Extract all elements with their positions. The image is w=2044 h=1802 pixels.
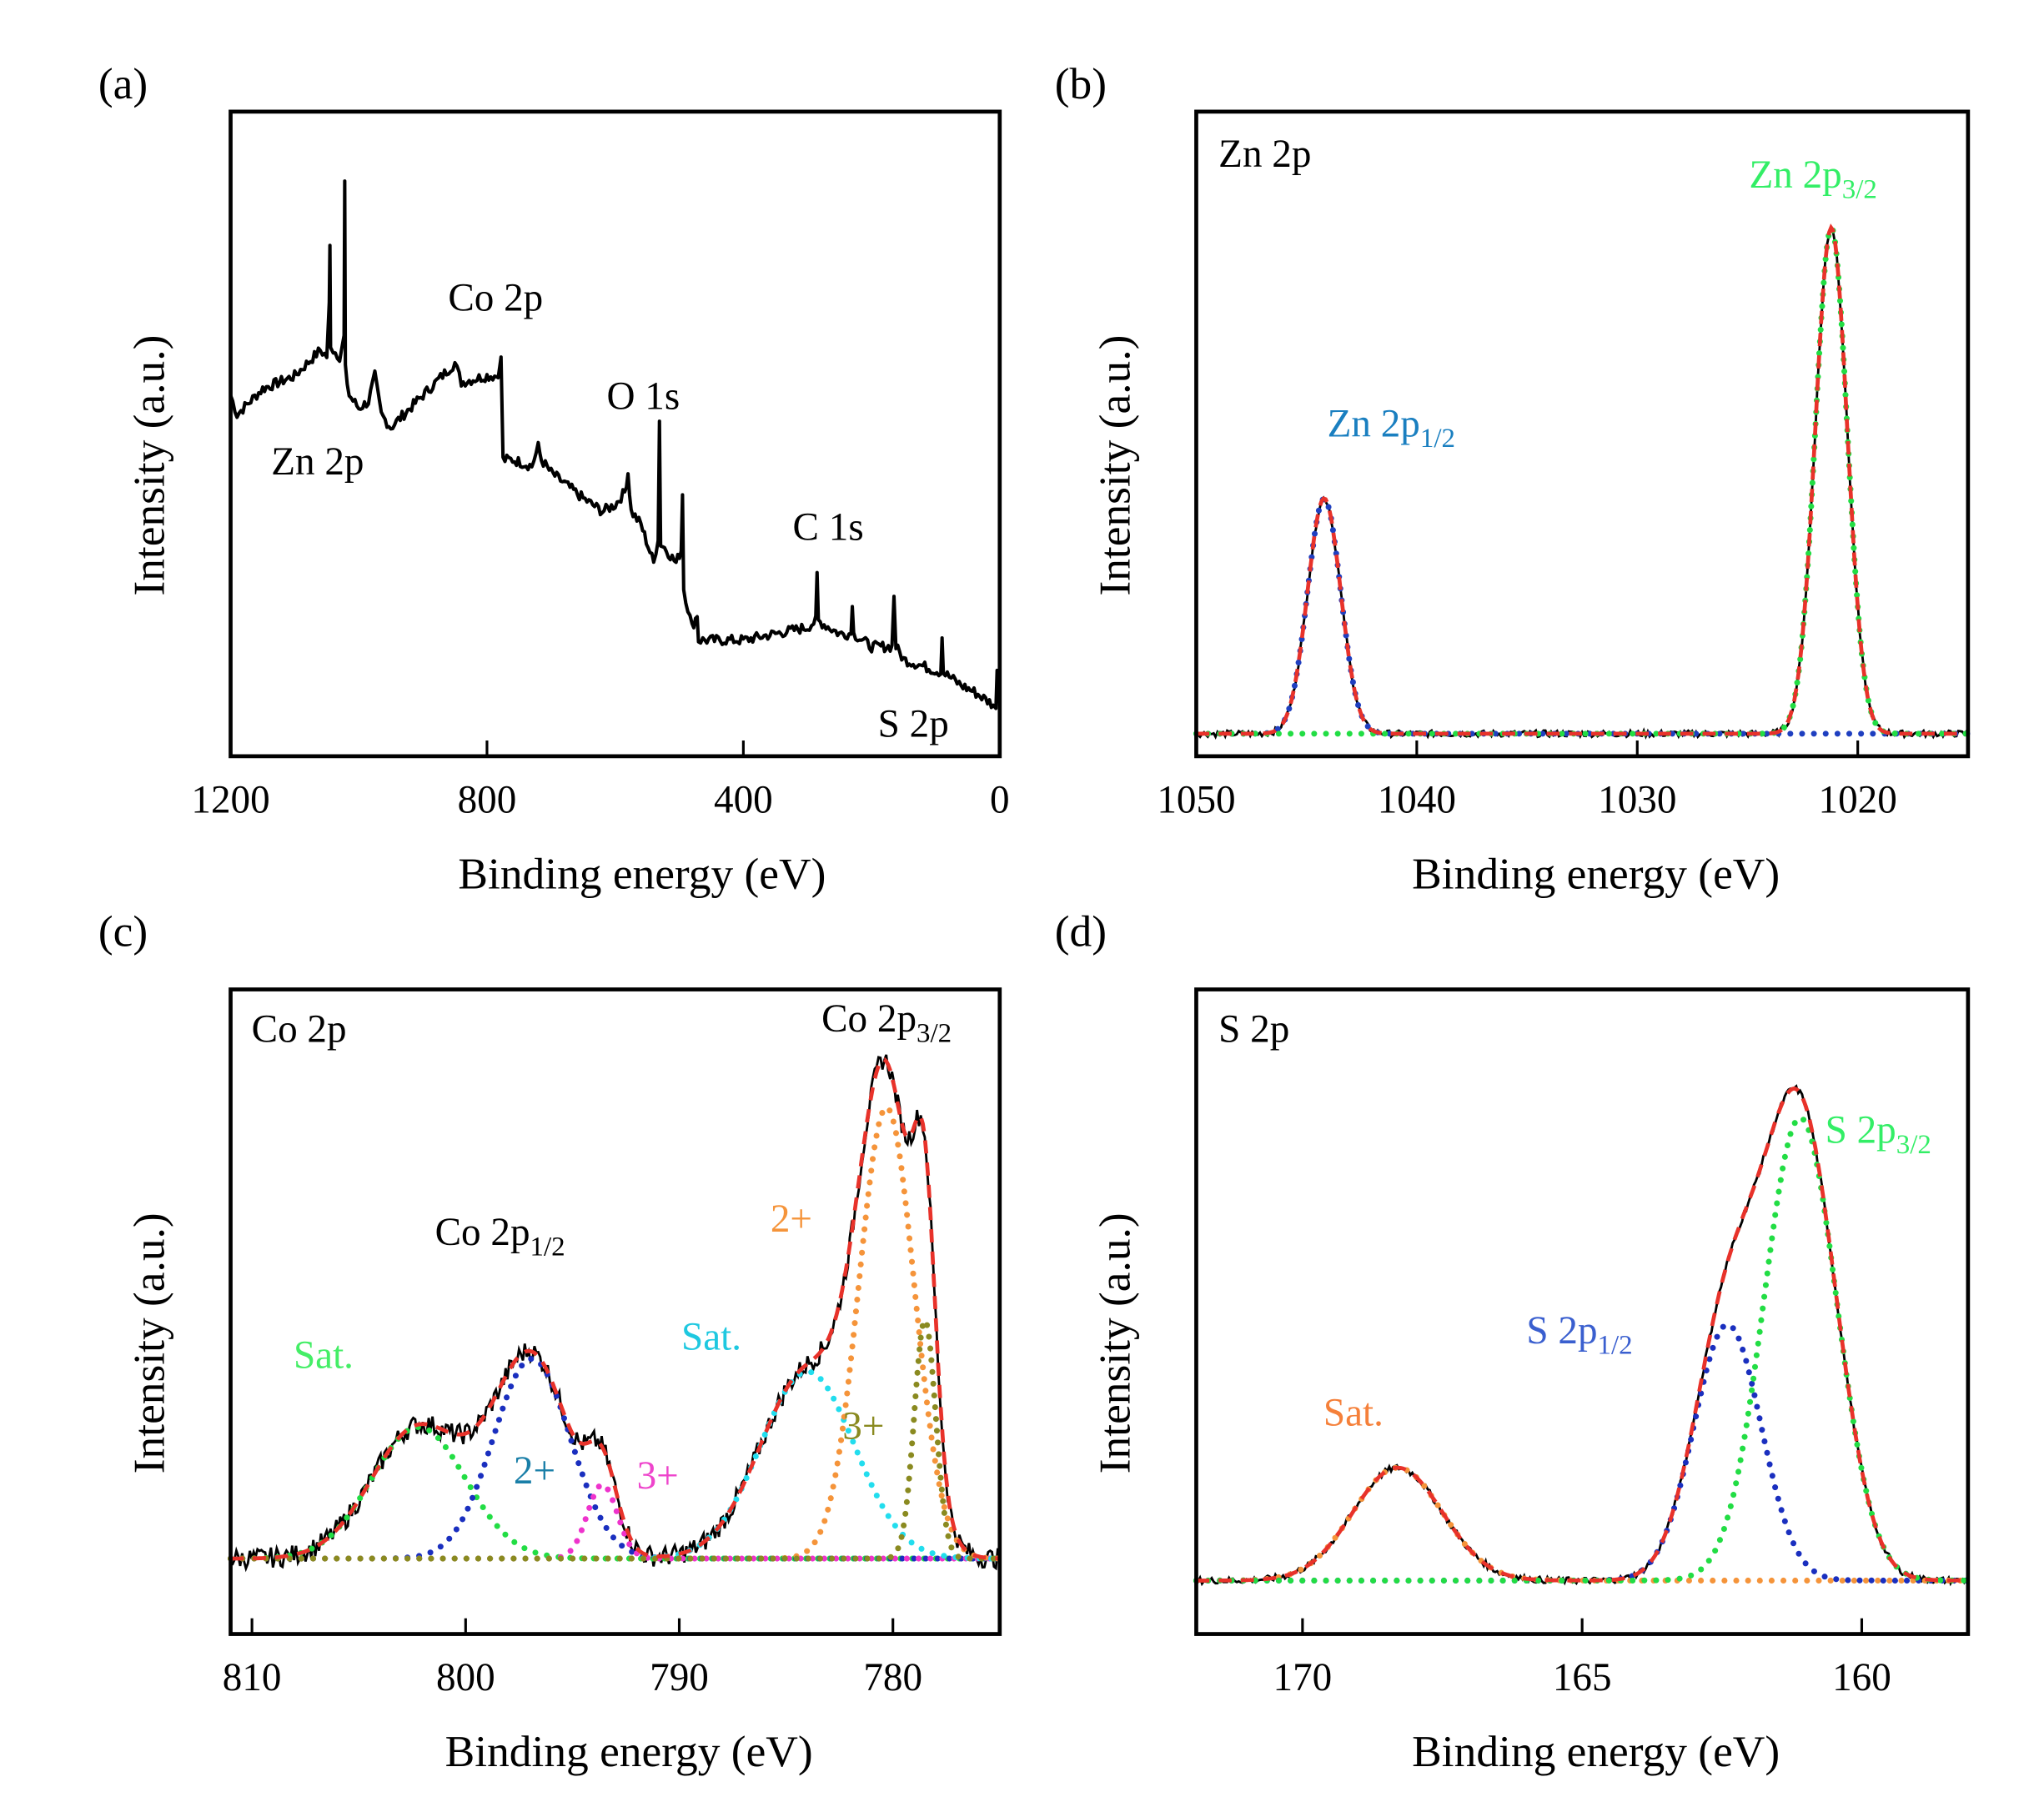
- label-co-2plus-12: 2+: [514, 1449, 555, 1493]
- x-tick-label: 0: [990, 778, 1010, 821]
- label-co-2plus-32: 2+: [771, 1197, 812, 1241]
- x-tick-label: 1020: [1819, 778, 1897, 821]
- panel-b-title: Zn 2p: [1218, 133, 1311, 176]
- component-s-2p3-2: [1193, 1114, 1971, 1584]
- label-s-sat: Sat.: [1323, 1392, 1384, 1435]
- panel-c-ylabel: Intensity (a.u.): [123, 1212, 173, 1473]
- panel-c-xlabel: Binding energy (eV): [445, 1726, 813, 1776]
- label-s2p12: S 2p1/2: [1526, 1309, 1632, 1361]
- label-co-sat-12: Sat.: [294, 1334, 354, 1378]
- component-sat-2p3-2-: [227, 1368, 1003, 1562]
- panel-d-title: S 2p: [1218, 1007, 1289, 1051]
- panel-b-ylabel: Intensity (a.u.): [1089, 335, 1139, 596]
- x-tick-label: 1050: [1157, 778, 1235, 821]
- annot-zn2p: Zn 2p: [271, 440, 364, 484]
- fitted-envelope: [1196, 223, 1968, 736]
- x-tick-label: 1200: [191, 778, 269, 821]
- panel-c: 810 800 790 780: [223, 987, 1003, 1699]
- plot-frame: [229, 987, 1002, 1636]
- measured-spectrum: [1196, 227, 1969, 740]
- plot-frame: [1194, 987, 1971, 1636]
- component-3-2p3-2-: [227, 1313, 1003, 1562]
- label-zn2p32: Zn 2p3/2: [1749, 153, 1876, 205]
- panel-b: 1050 1040 1030 1020: [1157, 109, 1971, 821]
- component-zn-2p3-2: [1193, 221, 1971, 737]
- x-tick-label: 160: [1832, 1656, 1891, 1699]
- panel-b-letter: (b): [1055, 58, 1107, 108]
- fitted-envelope: [230, 1057, 1000, 1561]
- x-tick-label: 790: [650, 1656, 709, 1699]
- component-sat-: [1193, 1464, 1971, 1584]
- panel-a-letter: (a): [98, 58, 148, 108]
- panel-a-ylabel: Intensity (a.u.): [123, 335, 173, 596]
- x-tick-label: 1030: [1598, 778, 1676, 821]
- measured-spectrum: [230, 1054, 1002, 1573]
- annot-co2p: Co 2p: [448, 277, 543, 320]
- label-co-3plus-32: 3+: [842, 1404, 884, 1448]
- plot-frame: [229, 109, 1002, 759]
- panel-c-title: Co 2p: [252, 1007, 347, 1051]
- component-s-2p1-2: [1193, 1322, 1971, 1584]
- plot-frame: [1194, 109, 1971, 759]
- panel-b-xlabel: Binding energy (eV): [1412, 849, 1780, 899]
- x-tick-label: 1040: [1378, 778, 1456, 821]
- annot-s2p: S 2p: [878, 702, 949, 745]
- label-co-3plus-12: 3+: [637, 1454, 679, 1498]
- series-line-survey: [229, 179, 1002, 710]
- annot-o1s: O 1s: [606, 375, 680, 419]
- fitted-envelope: [1196, 1086, 1968, 1583]
- x-tick-label: 800: [458, 778, 517, 821]
- label-co2p12: Co 2p1/2: [435, 1211, 565, 1262]
- x-tick-label: 165: [1553, 1656, 1612, 1699]
- annot-c1s: C 1s: [793, 506, 864, 550]
- x-tick-label: 170: [1273, 1656, 1333, 1699]
- panel-d-ylabel: Intensity (a.u.): [1089, 1212, 1139, 1473]
- x-tick-label: 810: [223, 1656, 282, 1699]
- panel-d-xlabel: Binding energy (eV): [1412, 1726, 1780, 1776]
- panel-a-xlabel: Binding energy (eV): [458, 849, 826, 899]
- label-co-sat-32: Sat.: [681, 1316, 741, 1359]
- panel-a: 1200 800 400 0: [191, 109, 1010, 821]
- x-tick-label: 800: [436, 1656, 495, 1699]
- panel-c-letter: (c): [98, 906, 148, 956]
- label-zn2p12: Zn 2p1/2: [1328, 403, 1455, 454]
- panel-d: 170 165 160: [1193, 987, 1971, 1699]
- x-tick-label: 780: [863, 1656, 922, 1699]
- label-co2p32: Co 2p3/2: [821, 997, 952, 1049]
- panel-d-letter: (d): [1055, 906, 1107, 956]
- x-tick-label: 400: [714, 778, 773, 821]
- label-s2p32: S 2p3/2: [1826, 1108, 1931, 1160]
- component-sat-2p1-2-: [227, 1423, 1003, 1562]
